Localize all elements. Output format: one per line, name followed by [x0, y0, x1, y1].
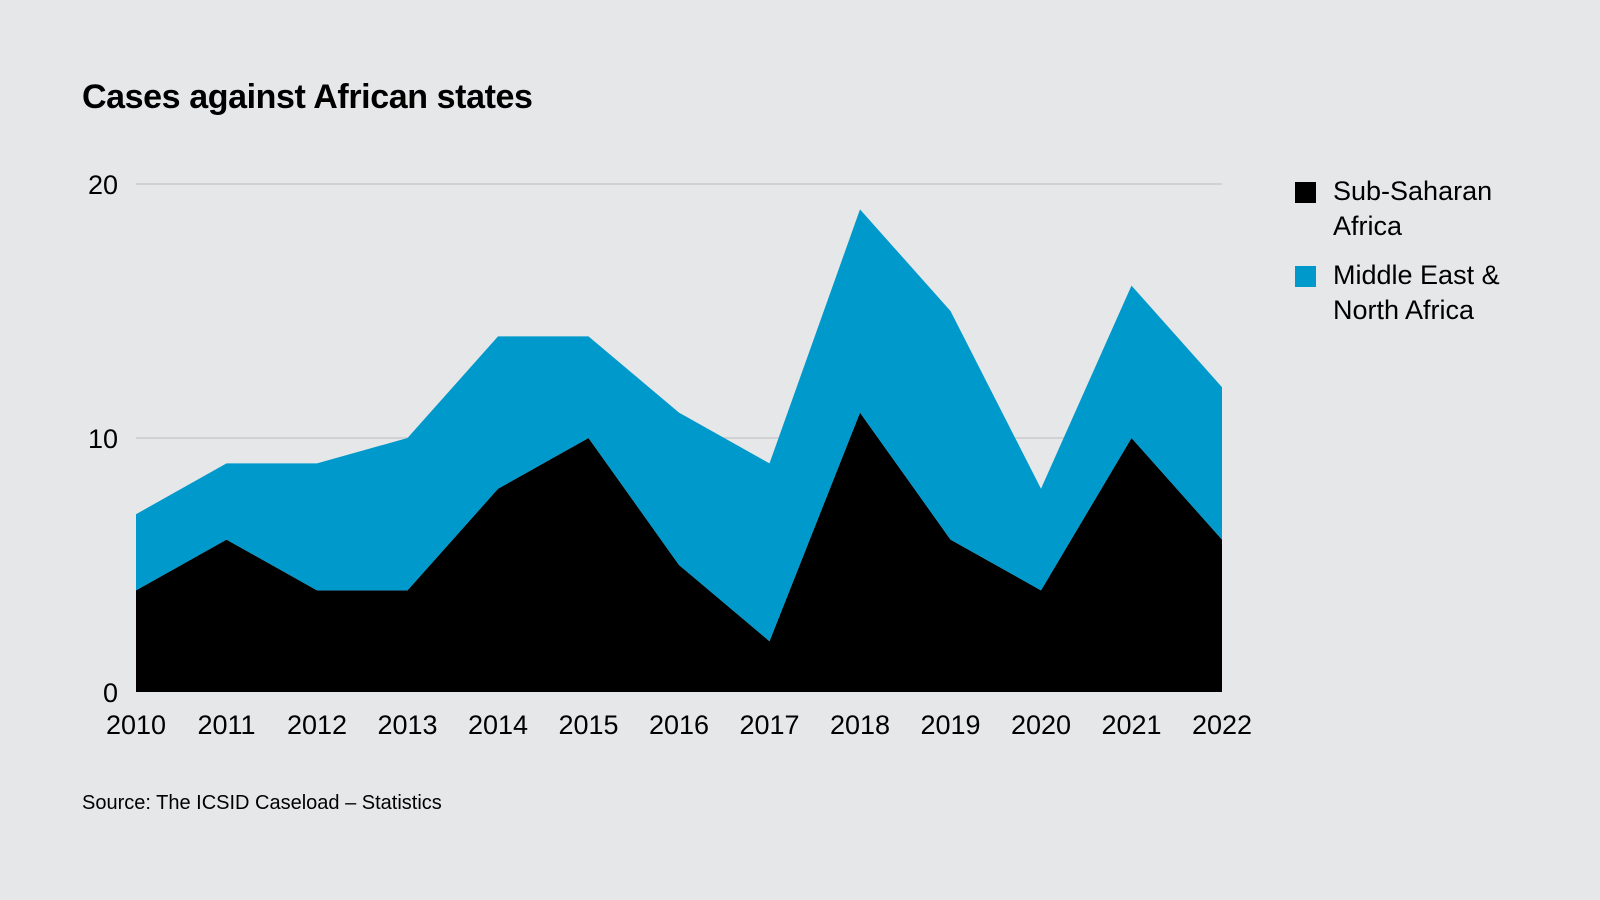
x-tick-label-2012: 2012: [287, 710, 347, 740]
legend-label-sub-saharan-africa: Sub-Saharan Africa: [1333, 176, 1493, 241]
x-tick-label-2017: 2017: [739, 710, 799, 740]
x-tick-label-2016: 2016: [649, 710, 709, 740]
x-tick-label-2019: 2019: [920, 710, 980, 740]
x-tick-label-2010: 2010: [106, 710, 166, 740]
legend-swatch-sub-saharan-africa: [1295, 182, 1316, 203]
x-tick-label-2013: 2013: [377, 710, 437, 740]
legend-label-middle-east-north-africa: Middle East & North Africa: [1333, 260, 1500, 325]
area-sub-saharan-africa: [136, 412, 1222, 692]
x-tick-label-2011: 2011: [197, 710, 255, 740]
x-tick-label-2018: 2018: [830, 710, 890, 740]
legend-item-sub-saharan-africa[interactable]: Sub-Saharan Africa: [1295, 174, 1563, 244]
source-note: Source: The ICSID Caseload – Statistics: [82, 792, 442, 814]
legend-swatch-middle-east-north-africa: [1295, 266, 1316, 287]
chart-title: Cases against African states: [82, 78, 533, 116]
x-tick-label-2022: 2022: [1192, 710, 1252, 740]
x-tick-label-2021: 2021: [1101, 710, 1161, 740]
x-tick-label-2014: 2014: [468, 710, 528, 740]
y-tick-label-20: 20: [88, 170, 118, 200]
area-middle-east-north-africa: [136, 209, 1222, 642]
x-tick-label-2020: 2020: [1011, 710, 1071, 740]
x-tick-label-2015: 2015: [558, 710, 618, 740]
y-tick-label-0: 0: [103, 678, 118, 708]
legend-item-middle-east-north-africa[interactable]: Middle East & North Africa: [1295, 258, 1563, 328]
legend: Sub-Saharan Africa Middle East & North A…: [1295, 174, 1563, 342]
y-tick-label-10: 10: [88, 424, 118, 454]
